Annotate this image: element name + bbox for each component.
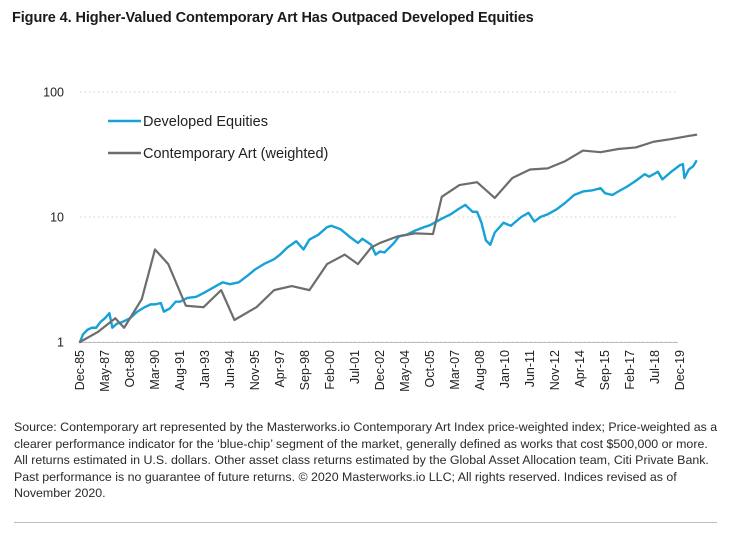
x-tick-label: Dec-02 [373,350,387,390]
y-tick-label: 100 [43,86,64,100]
x-tick-label: Feb-00 [323,350,337,390]
x-tick-label: Aug-08 [473,350,487,390]
x-tick-label: Sep-15 [598,350,612,390]
x-tick-label: Nov-12 [548,350,562,390]
x-tick-label: Aug-91 [173,350,187,390]
line-chart: 1 10 100 Dec-85 May-87 Oct-88 Mar-90 Aug-91 Jan-… [43,86,698,392]
y-tick-label: 10 [50,211,64,225]
x-tick-label: Apr-14 [573,350,587,388]
x-tick-label: Nov-95 [248,350,262,390]
x-tick-label: Oct-05 [423,350,437,388]
legend: Developed Equities Contemporary Art (weig… [108,114,328,162]
x-tick-label: Jun-94 [223,350,237,388]
x-tick-label: Feb-17 [623,350,637,390]
x-tick-label: Sep-98 [298,350,312,390]
x-tick-label: Oct-88 [123,350,137,388]
x-tick-label: Mar-90 [148,350,162,390]
figure-title: Figure 4. Higher-Valued Contemporary Art… [12,10,534,26]
legend-label-contemporary-art: Contemporary Art (weighted) [143,146,328,162]
x-tick-label: Dec-19 [673,350,687,390]
contemporary-art-line [78,133,698,344]
developed-equities-line [78,159,698,344]
series-lines [78,133,698,344]
x-tick-label: Dec-85 [73,350,87,390]
x-tick-label: May-04 [398,350,412,392]
x-tick-label: Jul-01 [348,350,362,384]
x-tick-label: Jan-10 [498,350,512,388]
x-tick-label: Jan-93 [198,350,212,388]
x-tick-label: Apr-97 [273,350,287,388]
legend-label-developed-equities: Developed Equities [143,114,268,130]
y-tick-label: 1 [57,336,64,350]
source-note: Source: Contemporary art represented by … [14,420,718,500]
x-tick-label: Jun-11 [523,350,537,387]
bottom-rule [14,522,717,523]
x-tick-label: Mar-07 [448,350,462,390]
x-tick-label: May-87 [98,350,112,392]
axes: 1 10 100 Dec-85 May-87 Oct-88 Mar-90 Aug-91 Jan-… [43,86,687,392]
x-tick-label: Jul-18 [648,350,662,384]
